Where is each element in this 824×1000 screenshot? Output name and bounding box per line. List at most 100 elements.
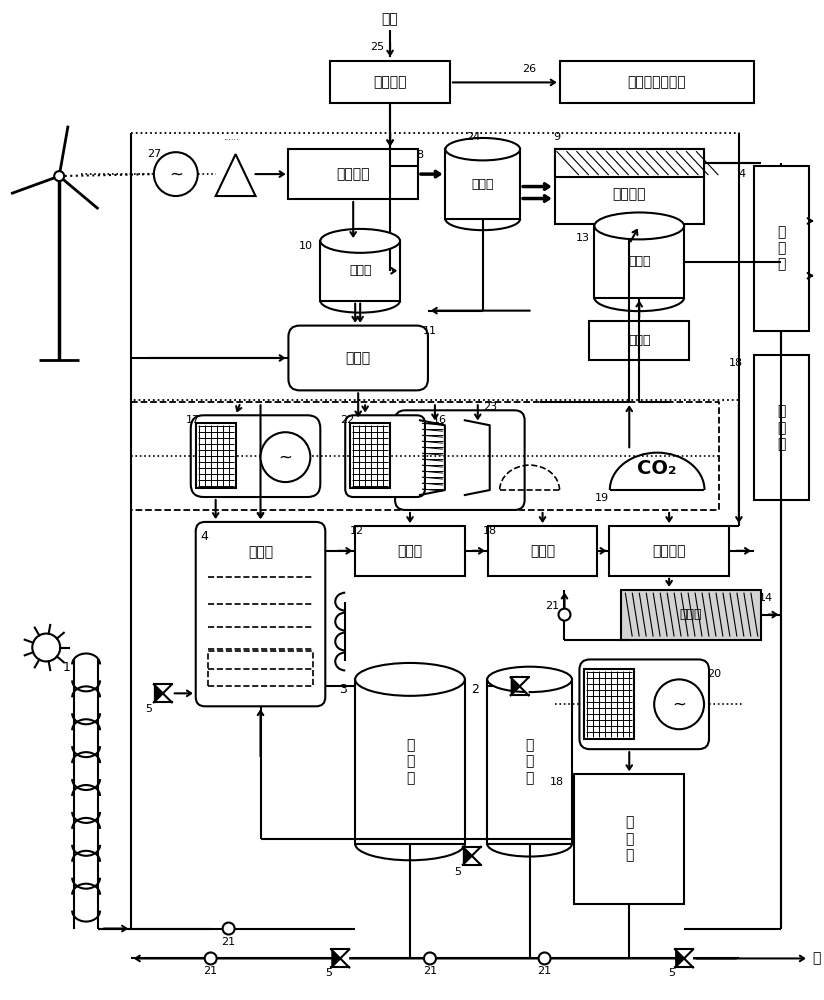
Text: 16: 16	[433, 415, 447, 425]
Ellipse shape	[487, 667, 572, 692]
Text: 21: 21	[204, 966, 218, 976]
Text: 18: 18	[483, 526, 497, 536]
FancyBboxPatch shape	[345, 415, 425, 497]
Polygon shape	[520, 677, 529, 695]
Bar	[355, 526, 465, 576]
Circle shape	[654, 679, 704, 729]
Text: 3: 3	[339, 683, 347, 696]
Text: 25: 25	[370, 42, 384, 52]
Text: CO₂: CO₂	[638, 459, 677, 478]
Circle shape	[204, 952, 217, 964]
Text: 5: 5	[145, 704, 152, 714]
Bar	[487, 679, 572, 844]
Text: 冷
凝
器: 冷 凝 器	[777, 405, 785, 451]
Bar	[330, 61, 450, 103]
Circle shape	[154, 152, 198, 196]
Bar	[555, 149, 704, 177]
Text: 氧气罐: 氧气罐	[349, 264, 372, 277]
Text: ~: ~	[279, 448, 293, 466]
Text: 空分机组: 空分机组	[373, 75, 407, 89]
Text: 汽水分离: 汽水分离	[653, 544, 686, 558]
Text: 21: 21	[537, 966, 551, 976]
Text: 储
热
罐: 储 热 罐	[405, 738, 414, 785]
Circle shape	[424, 952, 436, 964]
Bar	[355, 679, 465, 844]
Text: 21: 21	[222, 937, 236, 947]
Text: 21: 21	[423, 966, 437, 976]
Text: ~: ~	[169, 165, 183, 183]
FancyBboxPatch shape	[288, 326, 428, 390]
Text: 冷凝器: 冷凝器	[530, 544, 555, 558]
Text: 燃烧室: 燃烧室	[345, 351, 371, 365]
Bar	[196, 423, 236, 488]
Text: 13: 13	[575, 233, 589, 243]
Text: 19: 19	[595, 493, 610, 503]
Polygon shape	[463, 847, 472, 865]
Circle shape	[32, 634, 60, 661]
Text: 空气: 空气	[382, 13, 399, 27]
Ellipse shape	[321, 229, 400, 253]
Bar	[589, 321, 689, 360]
Text: ~: ~	[672, 695, 686, 713]
Text: 回热器: 回热器	[397, 544, 423, 558]
Text: 氢气罐: 氢气罐	[471, 178, 494, 191]
Bar	[754, 166, 808, 331]
Text: 1: 1	[63, 661, 70, 674]
Bar	[574, 774, 684, 904]
Text: 5: 5	[454, 867, 461, 877]
FancyBboxPatch shape	[196, 522, 325, 706]
Text: 储水罐: 储水罐	[680, 608, 702, 621]
Polygon shape	[340, 949, 349, 967]
Text: 换热器: 换热器	[248, 545, 273, 559]
Polygon shape	[684, 949, 693, 967]
Text: 24: 24	[466, 132, 480, 142]
Bar	[584, 669, 634, 739]
Text: 5: 5	[325, 968, 332, 978]
Polygon shape	[163, 684, 172, 702]
Text: 电解制氢: 电解制氢	[336, 167, 370, 181]
Text: 20: 20	[707, 669, 721, 679]
Text: 21: 21	[545, 601, 559, 611]
Bar	[621, 590, 761, 640]
Text: 5: 5	[668, 968, 676, 978]
Circle shape	[54, 171, 64, 181]
Text: 18: 18	[729, 358, 743, 368]
Text: 蒸
发
器: 蒸 发 器	[526, 738, 534, 785]
Text: 4: 4	[738, 169, 746, 179]
Bar	[488, 526, 597, 576]
Text: 23: 23	[483, 402, 497, 412]
Polygon shape	[511, 677, 520, 695]
Bar	[594, 226, 684, 298]
Ellipse shape	[446, 138, 520, 160]
Text: 17: 17	[185, 415, 199, 425]
Text: 14: 14	[759, 593, 773, 603]
Bar	[208, 651, 313, 686]
Polygon shape	[154, 684, 163, 702]
Bar	[350, 423, 390, 488]
Text: 换
热
器: 换 热 器	[777, 225, 785, 272]
Polygon shape	[675, 949, 684, 967]
Bar	[555, 149, 704, 224]
Text: 天然气: 天然气	[628, 334, 650, 347]
Text: 11: 11	[423, 326, 437, 336]
Ellipse shape	[594, 212, 684, 239]
Text: 18: 18	[550, 777, 564, 787]
Text: 10: 10	[298, 241, 312, 251]
Text: ......: ......	[222, 133, 238, 142]
Text: 水: 水	[812, 951, 821, 965]
Polygon shape	[472, 847, 480, 865]
Circle shape	[260, 432, 311, 482]
Polygon shape	[216, 154, 255, 196]
FancyBboxPatch shape	[579, 659, 709, 749]
Text: 2: 2	[471, 683, 480, 696]
Bar	[446, 149, 520, 219]
Bar	[609, 526, 729, 576]
Bar	[559, 61, 754, 103]
Text: 9: 9	[553, 132, 560, 142]
Bar	[288, 149, 418, 199]
Text: 储气柜: 储气柜	[628, 255, 650, 268]
Circle shape	[559, 609, 570, 621]
Circle shape	[539, 952, 550, 964]
Text: 冷
凝
器: 冷 凝 器	[625, 816, 634, 862]
FancyBboxPatch shape	[190, 415, 321, 497]
